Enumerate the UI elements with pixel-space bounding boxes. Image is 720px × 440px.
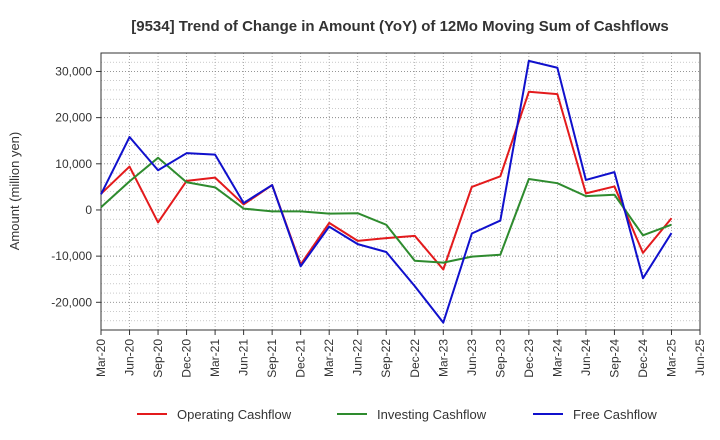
x-tick-label: Mar-21: [208, 339, 222, 377]
x-tick-label: Sep-20: [151, 339, 165, 378]
plot-area: -20,000 -10,000 0 10,000 20,000 30,000 Mar-20 J…: [51, 52, 707, 378]
y-tick-label: 30,000: [55, 64, 92, 78]
x-tick-label: Dec-24: [636, 339, 650, 378]
x-tick-label: Jun-25: [693, 339, 707, 376]
x-tick-label: Mar-24: [550, 339, 564, 377]
plot-background: [101, 53, 700, 330]
legend-label-investing-cashflow: Investing Cashflow: [377, 407, 487, 422]
x-tick-label: Sep-22: [379, 339, 393, 378]
x-tick-label: Dec-22: [408, 339, 422, 378]
x-tick-label: Jun-23: [465, 339, 479, 376]
x-tick-label: Dec-20: [180, 339, 194, 378]
y-axis-label: Amount (million yen): [7, 132, 22, 251]
series-line-operating-cashflow: [100, 90, 673, 271]
legend-label-operating-cashflow: Operating Cashflow: [177, 407, 292, 422]
series-line-investing-cashflow: [100, 156, 672, 264]
series-line-free-cashflow: [100, 59, 673, 324]
x-tick-label: Mar-25: [664, 339, 678, 377]
x-tick-label: Sep-21: [265, 339, 279, 378]
y-tick-label: 0: [85, 203, 92, 217]
legend: Operating Cashflow Investing Cashflow Free…: [137, 407, 657, 422]
x-tick-label: Jun-21: [237, 339, 251, 376]
chart-title: [9534] Trend of Change in Amount (YoY) o…: [131, 18, 669, 35]
y-tick-label: 20,000: [55, 111, 92, 125]
plot-frame: [100, 52, 701, 331]
legend-label-free-cashflow: Free Cashflow: [573, 407, 657, 422]
x-tick-label: Mar-22: [322, 339, 336, 377]
x-tick-label: Mar-20: [94, 339, 108, 377]
x-tick-label: Sep-24: [607, 339, 621, 378]
x-tick-label: Mar-23: [436, 339, 450, 377]
x-tick-label: Jun-24: [579, 339, 593, 376]
x-tick-label: Sep-23: [493, 339, 507, 378]
y-tick-label: -20,000: [51, 295, 92, 309]
x-tick-label: Dec-23: [522, 339, 536, 378]
x-tick-label: Dec-21: [294, 339, 308, 378]
y-tick-label: -10,000: [51, 249, 92, 263]
x-tick-label: Jun-22: [351, 339, 365, 376]
x-tick-label: Jun-20: [123, 339, 137, 376]
y-tick-label: 10,000: [55, 157, 92, 171]
